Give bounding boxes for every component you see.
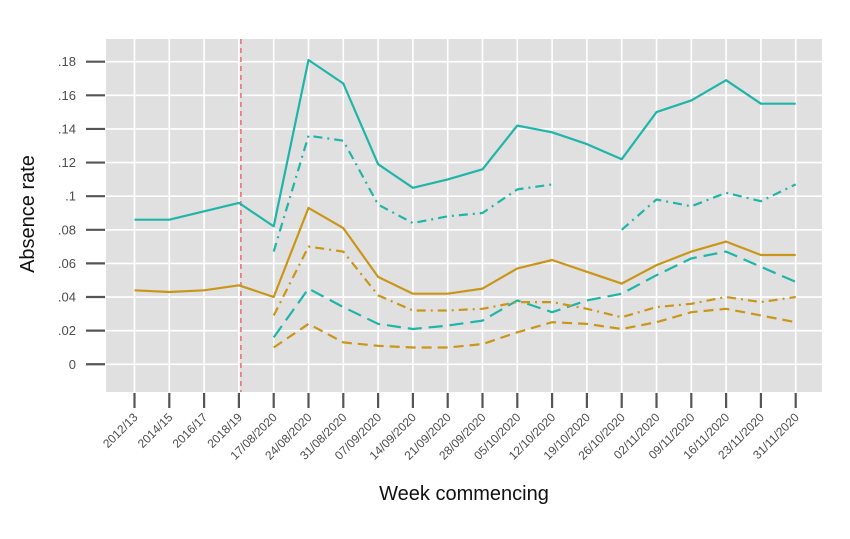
series-line-6 [273,307,796,349]
y-tick-label: .18 [58,54,76,69]
x-tick-label: 2016/17 [170,410,211,451]
y-tick-label: .16 [58,88,76,103]
y-tick-label: .02 [58,323,76,338]
x-axis-title: Week commencing [379,483,549,505]
y-tick-label: 0 [69,357,76,372]
series-line-1 [134,58,796,228]
y-tick-label: .06 [58,256,76,271]
gridlines [106,39,822,392]
series-line-4 [134,206,796,299]
y-tick-label: .08 [58,222,76,237]
x-tick-label: 2014/15 [135,410,176,451]
y-axis-title: Absence rate [17,155,39,273]
y-axis: 0 .02 .04 .06 .08 .1 .12 .14 .16 .18 [58,54,105,372]
series-line-5 [272,245,796,319]
y-tick-label: .1 [65,189,76,204]
y-tick-label: .14 [58,121,76,136]
y-tick-label: .12 [58,155,76,170]
series-line-2 [272,134,553,252]
y-tick-label: .04 [58,290,76,305]
series-group [134,58,797,349]
series-line-2 [620,183,797,231]
x-tick-label: 2012/13 [100,410,141,451]
x-axis: 2012/132014/152016/172018/1917/08/202024… [100,393,802,463]
series-line-3 [272,250,797,339]
